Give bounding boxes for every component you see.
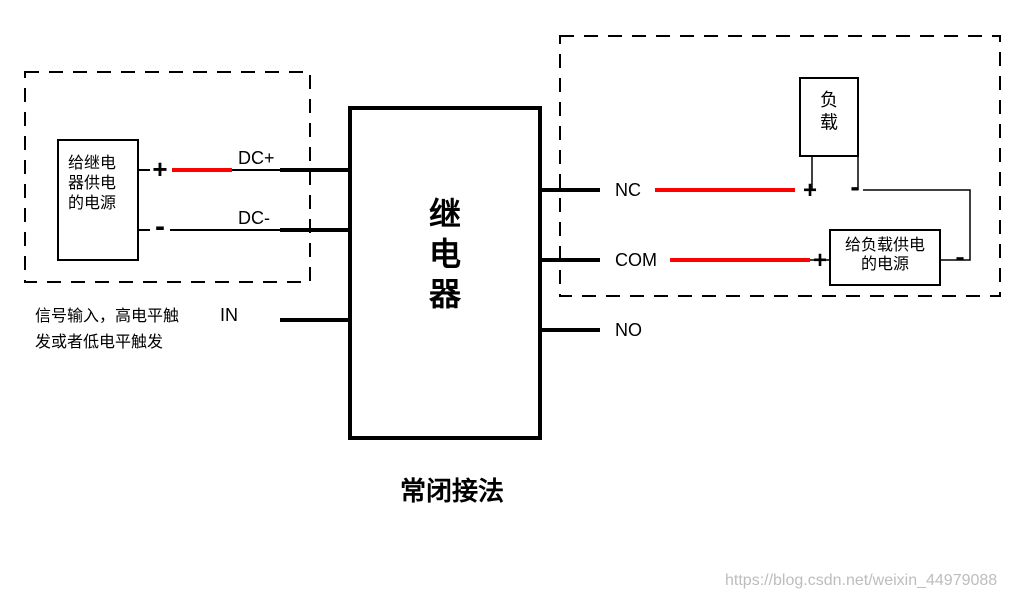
in-note-line1: 信号输入，高电平触 [35,307,179,325]
left-minus: - [155,210,165,243]
no-label: NO [615,320,642,340]
diagram-title: 常闭接法 [400,476,504,506]
left-power-text: 给继电器供电的电源 [68,154,116,212]
com-minus: - [955,241,964,272]
in-note-line2: 发或者低电平触发 [35,333,163,351]
relay-label: 继电器 [428,196,462,312]
load-text: 负载 [820,90,838,133]
load-supply-text: 给负载供电的电源 [845,236,925,273]
relay-box [350,108,540,438]
com-label: COM [615,250,657,270]
nc-plus: + [803,177,817,204]
left-plus: + [152,154,167,184]
watermark: https://blog.csdn.net/weixin_44979088 [725,572,997,589]
dc-plus-label: DC+ [238,148,275,168]
dc-minus-label: DC- [238,208,270,228]
nc-label: NC [615,180,641,200]
in-label: IN [220,305,238,325]
